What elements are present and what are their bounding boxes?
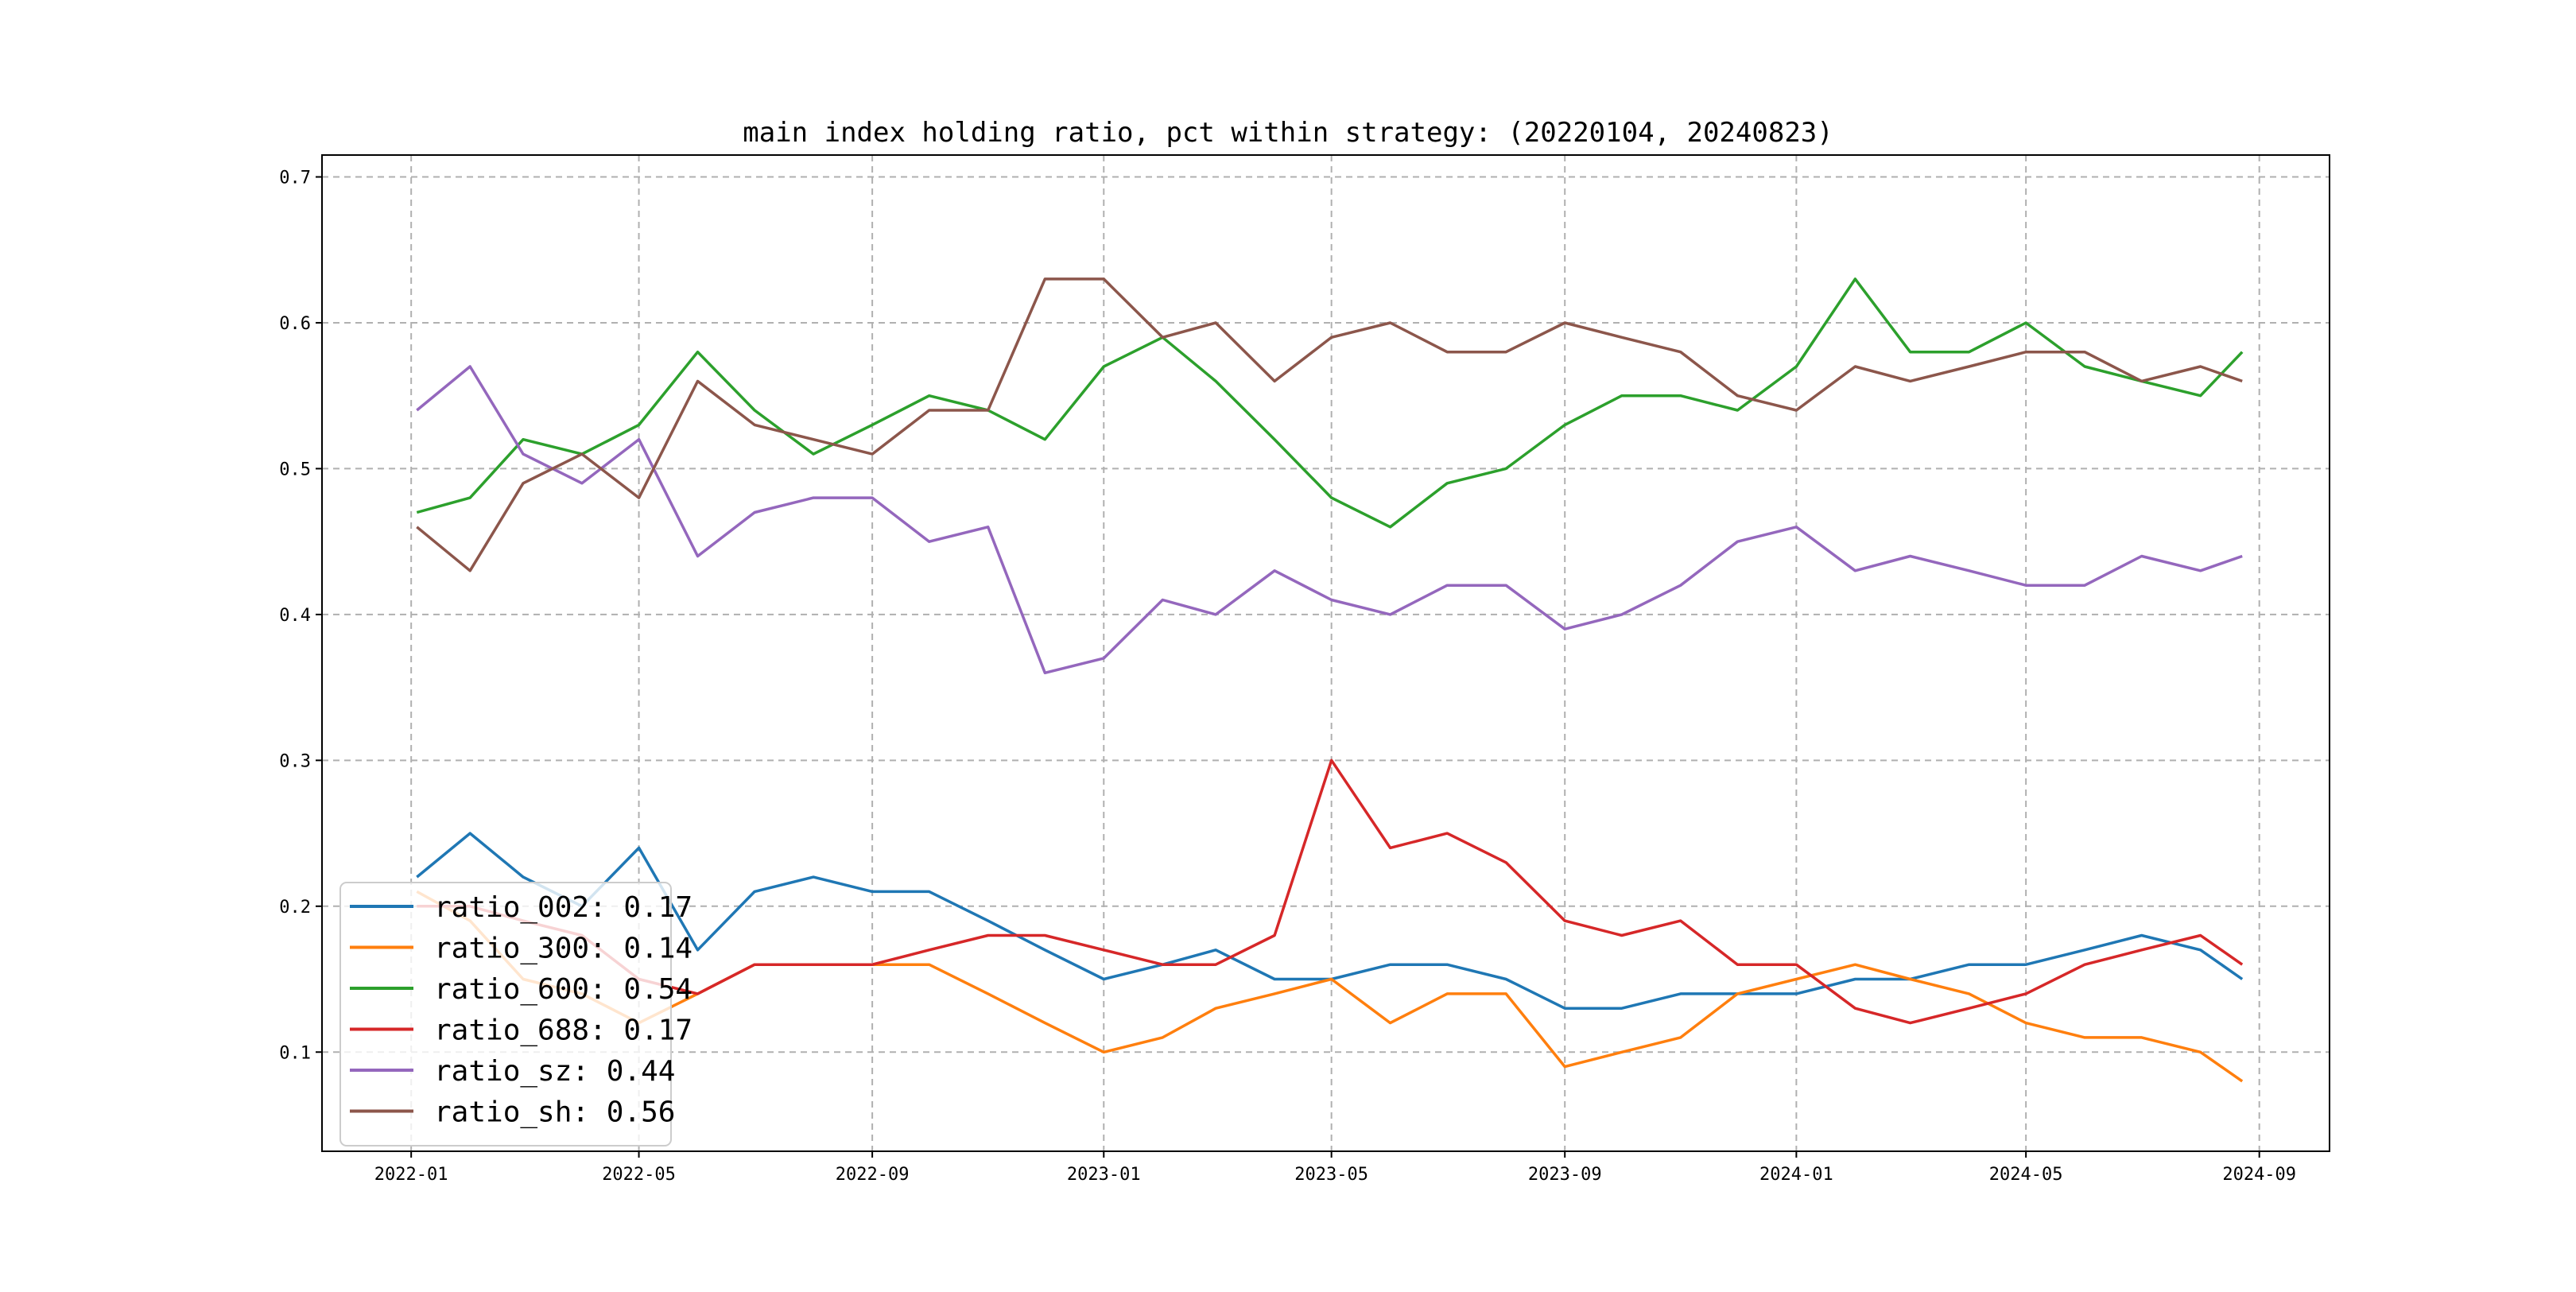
x-tick-label: 2023-09 <box>1528 1165 1602 1185</box>
legend-label: ratio_300: 0.14 <box>434 933 692 965</box>
legend: ratio_002: 0.17 ratio_300: 0.14 ratio_600:… <box>339 882 692 1147</box>
y-tick-label: 0.3 <box>279 751 311 771</box>
x-tick-label: 2022-05 <box>602 1165 676 1185</box>
series-line-ratio-sh <box>416 277 2243 572</box>
legend-label: ratio_sz: 0.44 <box>434 1055 675 1088</box>
y-axis: 0.1 0.2 0.3 0.4 0.5 0.6 0.7 <box>279 169 322 1063</box>
x-tick-label: 2023-05 <box>1294 1165 1368 1185</box>
legend-label: ratio_688: 0.17 <box>434 1015 692 1047</box>
x-tick-label: 2023-01 <box>1067 1165 1141 1185</box>
series-line-ratio-sz <box>416 365 2243 675</box>
y-tick-label: 0.1 <box>279 1043 311 1063</box>
y-tick-label: 0.7 <box>279 169 311 188</box>
chart-title: main index holding ratio, pct within str… <box>743 117 1833 149</box>
plot-frame <box>321 154 2330 1152</box>
x-axis: 2022-01 2022-05 2022-09 2023-01 2023-05 2023-… <box>374 1151 2296 1185</box>
y-tick-label: 0.4 <box>279 606 311 626</box>
y-tick-label: 0.5 <box>279 460 311 479</box>
y-tick-label: 0.2 <box>279 898 311 918</box>
x-tick-label: 2024-09 <box>2222 1165 2296 1185</box>
legend-label: ratio_002: 0.17 <box>434 891 692 924</box>
legend-box <box>339 882 672 1147</box>
x-tick-label: 2024-01 <box>1759 1165 1833 1185</box>
series-line-ratio-600 <box>416 277 2244 529</box>
y-tick-label: 0.6 <box>279 314 311 334</box>
x-tick-label: 2022-09 <box>836 1165 910 1185</box>
legend-label: ratio_sh: 0.56 <box>434 1096 675 1129</box>
x-tick-label: 2024-05 <box>1989 1165 2063 1185</box>
series-line-ratio-688 <box>417 759 2244 1025</box>
legend-label: ratio_600: 0.54 <box>434 973 692 1006</box>
series-lines <box>416 277 2244 1083</box>
x-tick-label: 2022-01 <box>374 1165 448 1185</box>
